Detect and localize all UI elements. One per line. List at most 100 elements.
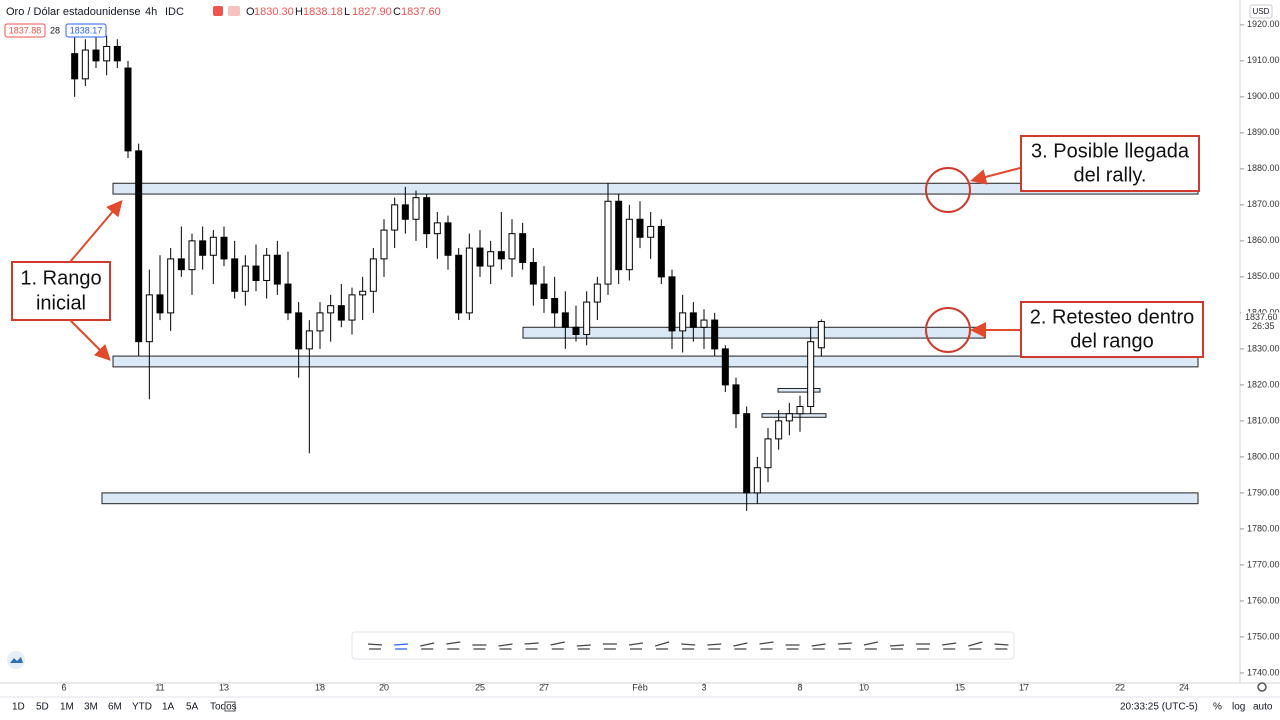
candle-body: [188, 240, 196, 271]
range-button[interactable]: 5D: [36, 702, 49, 713]
x-tick-label: 27: [539, 682, 549, 692]
tool-button[interactable]: [942, 642, 957, 650]
candle-body: [209, 236, 217, 256]
x-tick-label: 6: [61, 682, 66, 692]
arrow: [970, 167, 1021, 185]
currency-box[interactable]: [1249, 4, 1273, 19]
candle-body: [156, 294, 164, 314]
y-tick-label: 1840.00: [1247, 307, 1280, 317]
candle-body: [636, 218, 644, 238]
compare-icon[interactable]: [228, 6, 240, 16]
tool-button[interactable]: [394, 643, 409, 650]
y-tick-label: 1920.00: [1247, 19, 1280, 29]
range-button[interactable]: 5A: [186, 702, 199, 713]
candle-body: [423, 197, 431, 235]
ask-box[interactable]: [65, 23, 107, 38]
tool-icon: [889, 644, 905, 650]
candle-body: [604, 200, 612, 285]
zone: [112, 355, 1199, 368]
range-button[interactable]: 1D: [12, 702, 25, 713]
candle-body: [529, 261, 537, 285]
percent[interactable]: %: [1213, 702, 1222, 713]
tool-button[interactable]: [367, 643, 383, 650]
log[interactable]: log: [1232, 702, 1245, 713]
x-tick-label: 25: [475, 682, 485, 692]
tool-icon: [472, 644, 487, 650]
tool-icon: [759, 641, 774, 650]
candle-body: [540, 283, 548, 299]
y-tick-label: 1780.00: [1247, 523, 1280, 533]
candle-body: [263, 254, 271, 281]
tool-button[interactable]: [707, 643, 722, 650]
range-button[interactable]: 1A: [162, 702, 175, 713]
candle-body: [807, 341, 815, 407]
candle-body: [679, 312, 687, 332]
tool-icon: [498, 643, 513, 650]
y-tick-label: 1900.00: [1247, 91, 1280, 101]
tool-button[interactable]: [446, 641, 461, 650]
range-button[interactable]: 3M: [84, 702, 98, 713]
candle-body: [199, 240, 207, 256]
tool-button[interactable]: [837, 642, 852, 650]
ohlc-key: L: [344, 6, 350, 18]
candle-body: [572, 326, 580, 335]
x-tick-label: Feb: [632, 682, 648, 692]
range-button[interactable]: YTD: [132, 702, 152, 713]
tool-button[interactable]: [524, 642, 539, 650]
tool-button[interactable]: [916, 643, 931, 650]
tool-button[interactable]: [628, 642, 644, 650]
tool-button[interactable]: [576, 644, 591, 650]
candle-body: [625, 218, 633, 271]
y-tick-label: 1770.00: [1247, 559, 1280, 569]
tool-button[interactable]: [472, 644, 487, 650]
bid-box[interactable]: [4, 23, 46, 38]
tool-button[interactable]: [550, 641, 565, 650]
x-tick-label: 8: [797, 682, 802, 692]
drawing-toolbar: [351, 631, 1015, 660]
range-button[interactable]: Todos: [210, 702, 237, 713]
tool-button[interactable]: [889, 644, 905, 650]
candle-body: [689, 312, 697, 328]
settings[interactable]: [1257, 682, 1267, 692]
annotation-text: del rally.: [1074, 164, 1147, 186]
tool-icon: [733, 642, 748, 650]
tool-icon: [394, 643, 409, 650]
candle-body: [785, 413, 793, 422]
tool-button[interactable]: [863, 641, 879, 650]
auto[interactable]: auto: [1253, 702, 1273, 713]
tool-button[interactable]: [420, 642, 435, 650]
annotation-box: [1020, 301, 1204, 358]
range-button[interactable]: 6M: [108, 702, 122, 713]
tool-button[interactable]: [811, 643, 826, 650]
candle-body: [668, 276, 676, 332]
tool-icon: [707, 643, 722, 650]
tool-button[interactable]: [654, 641, 670, 650]
ohlc-key: H: [295, 6, 303, 18]
candle-body: [455, 254, 463, 314]
tool-icon: [602, 643, 617, 650]
annotation-text: 2. Retesteo dentro: [1030, 306, 1195, 328]
range-button[interactable]: 1M: [60, 702, 74, 713]
flag-icon[interactable]: [213, 6, 223, 16]
candle-body: [497, 251, 505, 260]
tool-button[interactable]: [759, 641, 774, 650]
candle-body: [615, 200, 623, 271]
candle-body: [81, 49, 89, 80]
tool-icon: [524, 642, 539, 650]
tool-button[interactable]: [498, 643, 513, 650]
x-tick-label: 10: [859, 682, 869, 692]
last-price: 1837.60: [1245, 312, 1278, 322]
ohlc-value: 1837.60: [401, 6, 441, 18]
y-tick-label: 1760.00: [1247, 595, 1280, 605]
x-tick-label: 24: [1179, 682, 1189, 692]
tool-button[interactable]: [994, 643, 1009, 650]
tool-button[interactable]: [785, 644, 800, 650]
goto-date[interactable]: [224, 701, 236, 712]
tool-button[interactable]: [602, 643, 617, 650]
annotation-text: 1. Rango: [20, 267, 101, 289]
tool-button[interactable]: [968, 641, 983, 650]
tool-button[interactable]: [733, 642, 748, 650]
candle-body: [284, 283, 292, 314]
candle-body: [316, 312, 324, 332]
tool-button[interactable]: [681, 643, 696, 650]
